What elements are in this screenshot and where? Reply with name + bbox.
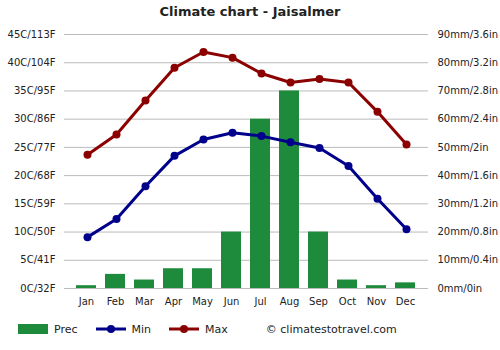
svg-text:Dec: Dec [396,296,415,307]
svg-text:0mm/0in: 0mm/0in [438,283,483,294]
svg-text:45C/113F: 45C/113F [8,29,56,40]
svg-text:50mm/2in: 50mm/2in [438,142,489,153]
html-text:Min: Min [131,322,152,336]
svg-text:0C/32F: 0C/32F [20,283,55,294]
svg-text:30C/86F: 30C/86F [14,113,56,124]
svg-text:Apr: Apr [165,296,183,307]
svg-text:80mm/3.2in: 80mm/3.2in [438,57,499,68]
svg-text:Jul: Jul [253,296,266,307]
svg-text:Aug: Aug [280,296,300,307]
svg-text:10mm/0.4in: 10mm/0.4in [438,254,499,265]
svg-text:30mm/1.2in: 30mm/1.2in [438,198,499,209]
html-text:Max: Max [205,322,228,336]
html-text:Prec: Prec [54,322,78,336]
svg-text:35C/95F: 35C/95F [14,85,56,96]
svg-text:5C/41F: 5C/41F [20,254,55,265]
svg-text:Nov: Nov [367,296,387,307]
svg-text:90mm/3.6in: 90mm/3.6in [438,29,499,40]
svg-text:May: May [192,296,213,307]
svg-text:40C/104F: 40C/104F [8,57,56,68]
svg-text:60mm/2.4in: 60mm/2.4in [438,113,499,124]
svg-text:10C/50F: 10C/50F [14,226,56,237]
svg-text:25C/77F: 25C/77F [14,142,56,153]
svg-text:20C/68F: 20C/68F [14,170,56,181]
svg-text:Jan: Jan [78,296,94,307]
svg-text:15C/59F: 15C/59F [14,198,56,209]
svg-text:20mm/0.8in: 20mm/0.8in [438,226,499,237]
svg-text:Oct: Oct [339,296,356,307]
svg-text:70mm/2.8in: 70mm/2.8in [438,85,499,96]
html-text:© climatestotravel.com: © climatestotravel.com [265,322,397,336]
html-text:Climate chart - Jaisalmer: Climate chart - Jaisalmer [159,4,341,19]
svg-text:Sep: Sep [309,296,328,307]
svg-text:40mm/1.6in: 40mm/1.6in [438,170,499,181]
svg-text:Jun: Jun [223,296,240,307]
svg-text:Feb: Feb [107,296,125,307]
svg-text:Mar: Mar [135,296,155,307]
